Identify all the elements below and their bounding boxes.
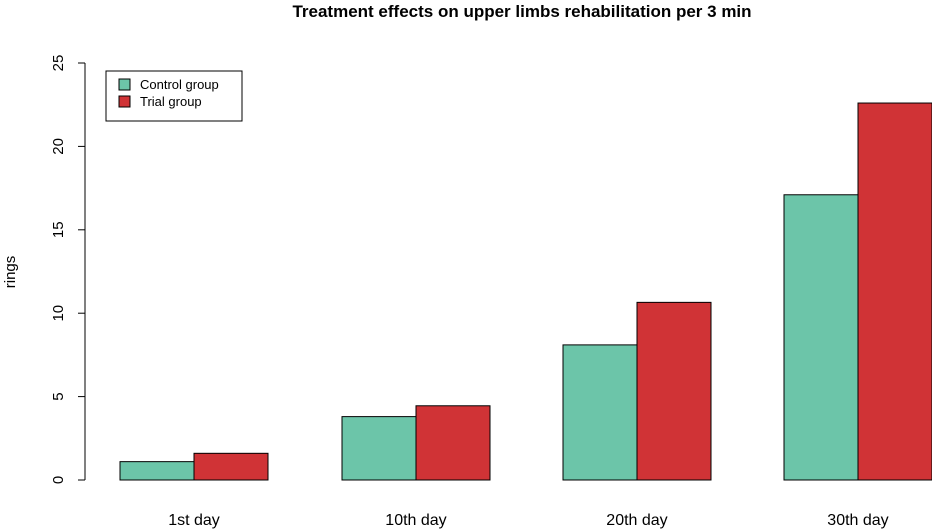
x-tick-label: 1st day — [168, 512, 220, 529]
y-axis-label: rings — [2, 256, 19, 289]
y-tick-label: 5 — [50, 392, 67, 400]
bar-trial-group-1st-day — [193, 452, 269, 481]
x-axis-labels: 1st day 10th day 20th day 30th day — [168, 512, 888, 529]
y-tick-label: 20 — [50, 138, 67, 155]
bar-group — [119, 102, 932, 481]
y-axis: 0 5 10 15 20 25 — [50, 55, 86, 484]
legend-label: Trial group — [140, 94, 202, 109]
bar-trial-group-20th-day — [636, 301, 712, 481]
bar-control-group-10th-day — [341, 416, 417, 481]
bar-trial-group-10th-day — [415, 405, 491, 481]
bar-control-group-20th-day — [562, 344, 638, 481]
y-tick-label: 10 — [50, 305, 67, 322]
y-tick-label: 15 — [50, 221, 67, 238]
x-tick-label: 30th day — [827, 512, 888, 529]
x-tick-label: 20th day — [606, 512, 667, 529]
bar-control-group-30th-day — [783, 194, 859, 481]
legend-swatch — [118, 78, 131, 91]
legend-box — [105, 70, 243, 122]
legend-label: Control group — [140, 77, 219, 92]
bar-control-group-1st-day — [119, 461, 195, 481]
y-tick-label: 25 — [50, 55, 67, 72]
legend-swatch — [118, 95, 131, 108]
y-tick-label: 0 — [50, 476, 67, 484]
chart-title: Treatment effects on upper limbs rehabil… — [292, 2, 751, 21]
x-tick-label: 10th day — [385, 512, 446, 529]
bar-trial-group-30th-day — [857, 102, 932, 481]
legend: Control group Trial group — [105, 70, 243, 122]
